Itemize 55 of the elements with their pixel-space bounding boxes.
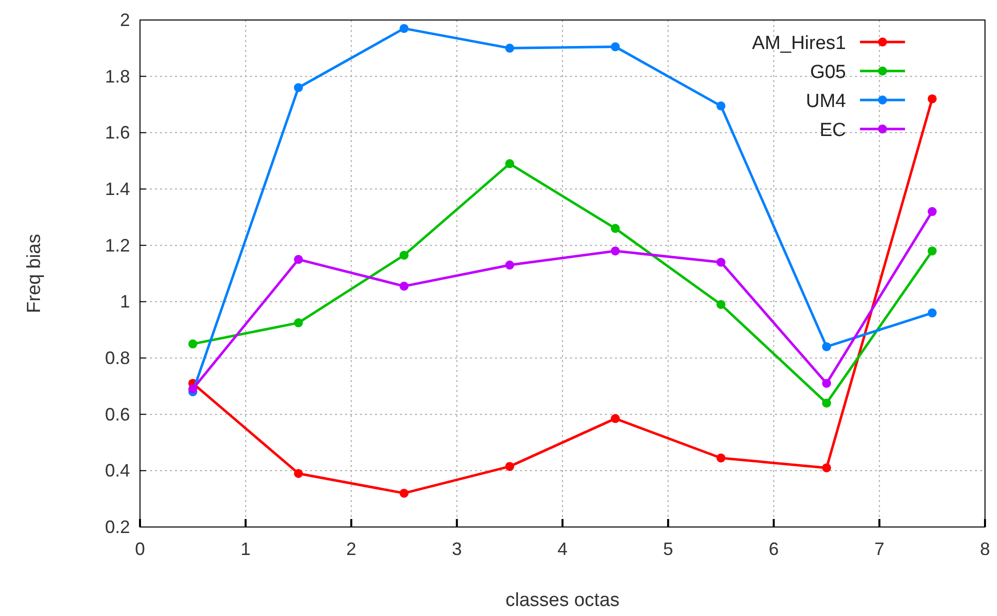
point xyxy=(400,24,409,33)
point xyxy=(716,258,726,267)
x-tick-label: 8 xyxy=(980,539,990,559)
y-tick-label: 1.2 xyxy=(104,235,130,256)
point xyxy=(294,254,303,264)
point xyxy=(400,488,409,498)
point xyxy=(505,44,514,53)
point xyxy=(716,453,726,462)
point xyxy=(822,342,832,352)
point xyxy=(505,260,514,270)
point xyxy=(610,42,620,52)
point xyxy=(294,318,303,328)
y-tick-label: 1 xyxy=(120,292,130,312)
x-tick-label: 5 xyxy=(663,539,674,559)
point xyxy=(716,101,726,110)
y-tick-label: 0.4 xyxy=(104,460,130,481)
x-tick-label: 2 xyxy=(346,539,356,559)
point xyxy=(928,207,937,216)
y-tick-label: 1.4 xyxy=(104,179,130,199)
x-tick-label: 6 xyxy=(768,539,779,559)
point xyxy=(928,246,937,256)
y-tick-label: 1.6 xyxy=(104,122,130,143)
point xyxy=(716,300,726,309)
y-tick-label: 1.8 xyxy=(104,66,130,86)
y-tick-label: 0.8 xyxy=(104,348,130,368)
point xyxy=(294,468,303,478)
x-tick-label: 0 xyxy=(134,539,146,559)
x-tick-label: 4 xyxy=(557,539,568,559)
point xyxy=(400,282,409,291)
legend-label: EC xyxy=(820,120,846,141)
y-axis-title: Freq bias xyxy=(24,234,45,314)
y-tick-label: 0.2 xyxy=(104,517,130,537)
y-tick-label: 0.6 xyxy=(104,404,130,424)
point xyxy=(188,384,198,394)
x-tick-label: 7 xyxy=(874,539,884,559)
point xyxy=(610,224,620,233)
point xyxy=(610,414,620,424)
x-tick-label: 1 xyxy=(240,539,251,559)
point xyxy=(505,159,514,168)
legend-label: G05 xyxy=(810,62,846,83)
x-tick-label: 3 xyxy=(452,539,462,559)
point xyxy=(400,250,409,260)
point xyxy=(928,94,937,104)
legend-label: AM_Hires1 xyxy=(752,33,846,54)
x-axis-title: classes octas xyxy=(505,590,620,611)
point xyxy=(928,308,937,318)
point xyxy=(822,398,832,408)
point xyxy=(188,339,198,348)
point xyxy=(610,246,620,256)
legend-label: UM4 xyxy=(806,91,846,112)
point xyxy=(822,378,832,388)
y-tick-label: 2 xyxy=(120,10,130,30)
point xyxy=(505,462,514,471)
point xyxy=(822,463,832,472)
point xyxy=(294,83,303,92)
